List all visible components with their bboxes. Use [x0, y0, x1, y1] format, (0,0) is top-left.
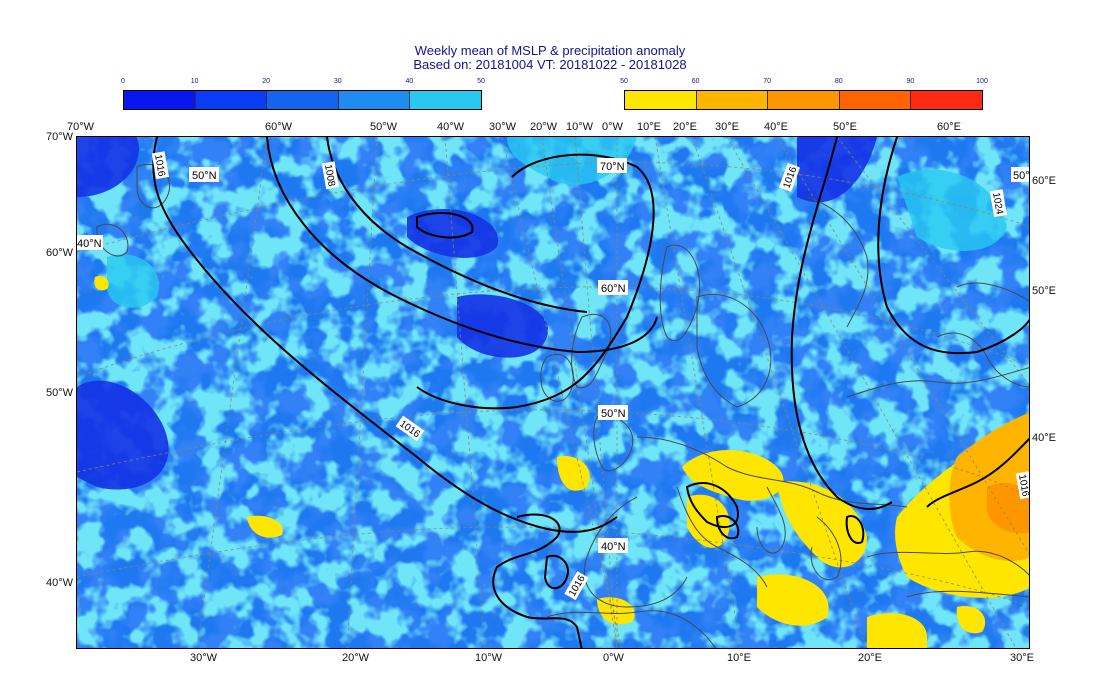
high-scale-ticks: 50 60 70 80 90 100: [620, 78, 988, 88]
title-line-2: Based on: 20181004 VT: 20181022 - 201810…: [413, 57, 687, 72]
low-tick: 0: [121, 78, 125, 85]
top-lon-label: 30°W: [489, 121, 517, 133]
right-lon-label: 60°E: [1032, 175, 1056, 187]
isobar-label: 1016: [1016, 474, 1030, 498]
left-lon-label: 50°W: [46, 387, 74, 399]
left-lon-label: 40°W: [46, 577, 74, 589]
edge-lat-label: 40°N: [77, 238, 102, 250]
top-lon-label: 20°W: [530, 121, 558, 133]
low-tick: 20: [262, 78, 271, 85]
low-color-scale: [123, 90, 482, 110]
edge-lat-label: 50°N: [1013, 170, 1030, 182]
isobar-label: 1016: [152, 154, 167, 178]
left-lon-label: 70°W: [46, 131, 74, 143]
lat-label: 70°N: [600, 161, 625, 173]
high-tick: 80: [834, 78, 843, 85]
top-lon-label: 0°W: [602, 121, 623, 133]
low-tick: 30: [333, 78, 342, 85]
high-scale-swatch: [625, 91, 697, 109]
top-lon-label: 60°E: [937, 121, 961, 133]
lat-label: 40°N: [601, 541, 626, 553]
low-scale-ticks: 0 10 20 30 40 50: [121, 78, 485, 88]
precip-orange-areas: [949, 412, 1029, 561]
isobar-labels: 1016 1008 1016 1016 1016 1024 1016: [151, 151, 1030, 601]
low-tick: 10: [190, 78, 199, 85]
low-scale-swatch: [267, 91, 339, 109]
high-color-scale: [624, 90, 983, 110]
high-scale-swatch: [911, 91, 982, 109]
map-svg: 70°N 60°N 50°N 40°N 50°N 40°N 50°N 1016 …: [77, 137, 1030, 648]
lat-label: 60°N: [601, 283, 626, 295]
precip-light-texture: [77, 137, 1029, 648]
low-tick: 50: [477, 78, 485, 85]
top-lon-label: 40°W: [437, 121, 465, 133]
low-scale-swatch: [338, 91, 411, 109]
top-lon-label: 10°W: [566, 121, 594, 133]
lat-labels: 70°N 60°N 50°N 40°N 50°N 40°N 50°N: [77, 158, 1030, 553]
top-lon-label: 70°W: [67, 121, 95, 133]
left-lon-label: 60°W: [46, 247, 74, 259]
high-scale-swatch: [696, 91, 769, 109]
title-line-1: Weekly mean of MSLP & precipitation anom…: [414, 43, 686, 58]
top-lon-label: 20°E: [673, 121, 697, 133]
high-scale-swatch: [839, 91, 912, 109]
right-lon-label: 50°E: [1032, 285, 1056, 297]
high-tick: 60: [691, 78, 700, 85]
high-tick: 100: [976, 78, 988, 85]
isobar-label: 1024: [990, 192, 1005, 216]
top-lon-label: 50°E: [833, 121, 857, 133]
bottom-lon-label: 10°W: [475, 652, 503, 664]
high-scale-swatch: [768, 91, 840, 109]
high-tick: 70: [763, 78, 772, 85]
bottom-lon-label: 20°W: [342, 652, 370, 664]
low-tick: 40: [405, 78, 414, 85]
top-lon-label: 30°E: [715, 121, 739, 133]
high-tick: 90: [906, 78, 915, 85]
top-lon-label: 10°E: [637, 121, 661, 133]
low-scale-swatch: [124, 91, 196, 109]
lat-label: 50°N: [601, 408, 626, 420]
bottom-lon-label: 10°E: [727, 652, 751, 664]
edge-lat-label: 50°N: [192, 170, 217, 182]
bottom-lon-label: 0°W: [603, 652, 624, 664]
bottom-lon-label: 30°E: [1010, 652, 1034, 664]
bottom-lon-label: 30°W: [190, 652, 218, 664]
high-tick: 50: [620, 78, 628, 85]
isobars: [152, 137, 1029, 648]
top-lon-label: 40°E: [764, 121, 788, 133]
coastlines: [96, 163, 1029, 648]
top-lon-label: 50°W: [370, 121, 398, 133]
map-panel: 70°N 60°N 50°N 40°N 50°N 40°N 50°N 1016 …: [76, 136, 1030, 649]
top-lon-label: 60°W: [265, 121, 293, 133]
low-scale-swatch: [195, 91, 268, 109]
right-lon-label: 40°E: [1032, 432, 1056, 444]
isobar-label: 1008: [322, 164, 337, 188]
bottom-lon-label: 20°E: [858, 652, 882, 664]
low-scale-swatch: [410, 91, 481, 109]
